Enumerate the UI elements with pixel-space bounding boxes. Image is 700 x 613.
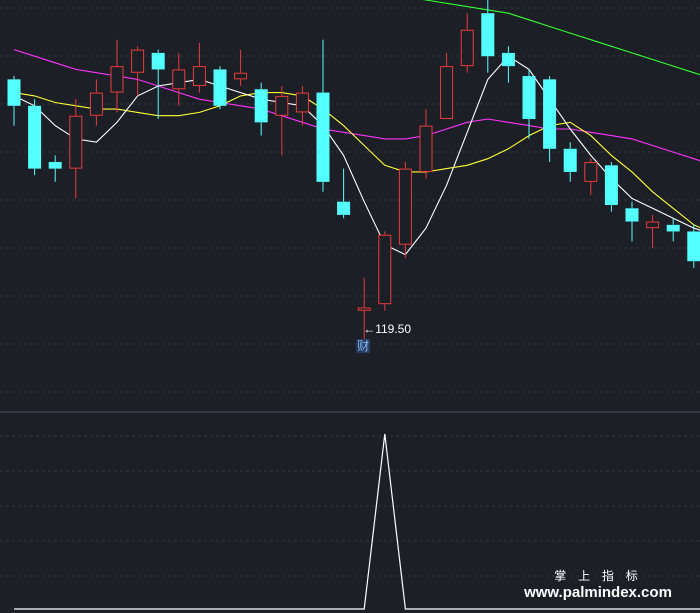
candle-body bbox=[378, 234, 392, 305]
candle-body bbox=[89, 92, 103, 116]
candle bbox=[584, 158, 598, 196]
candle bbox=[398, 162, 412, 258]
candle bbox=[440, 52, 454, 120]
candle bbox=[522, 69, 536, 139]
event-marker-label: 财 bbox=[357, 339, 369, 353]
candle-body bbox=[604, 165, 618, 205]
candle-body bbox=[460, 29, 474, 67]
indicator-line bbox=[14, 433, 700, 610]
candle-body bbox=[254, 89, 268, 123]
sub-panel-grid bbox=[0, 435, 700, 577]
candle-body bbox=[110, 66, 124, 93]
candle bbox=[275, 85, 289, 156]
candle bbox=[295, 85, 309, 126]
candle-body bbox=[192, 66, 206, 86]
candle bbox=[316, 39, 330, 192]
candle bbox=[378, 231, 392, 311]
candle bbox=[28, 99, 42, 176]
candle-body bbox=[522, 76, 536, 120]
annotations-layer: ←119.50 财 bbox=[356, 322, 411, 354]
candle bbox=[234, 49, 248, 86]
ma20-layer bbox=[13, 49, 700, 162]
candle bbox=[131, 46, 145, 96]
candle-body bbox=[543, 79, 557, 149]
watermark-brand: 掌 上 指 标 bbox=[554, 568, 641, 583]
candle bbox=[543, 76, 557, 163]
candle bbox=[48, 155, 62, 182]
candle bbox=[501, 46, 515, 83]
candle bbox=[337, 168, 351, 219]
candle-body bbox=[172, 69, 186, 90]
candle bbox=[481, 0, 495, 73]
candle-body bbox=[234, 72, 248, 80]
candle-body bbox=[481, 13, 495, 57]
candles-layer bbox=[7, 0, 700, 348]
candle-body bbox=[7, 79, 21, 106]
candle-body bbox=[151, 52, 165, 70]
candle bbox=[687, 224, 700, 268]
low-price-label: ←119.50 bbox=[363, 322, 411, 336]
candle-body bbox=[625, 208, 639, 222]
candle-body bbox=[646, 221, 660, 229]
ma60-layer bbox=[422, 0, 700, 76]
candle bbox=[460, 13, 474, 73]
candle bbox=[646, 214, 660, 248]
candle bbox=[666, 218, 680, 242]
candle-body bbox=[687, 231, 700, 262]
candle-body bbox=[563, 148, 577, 172]
candle-body bbox=[28, 105, 42, 169]
candle-body bbox=[440, 66, 454, 120]
ma10-layer bbox=[13, 92, 700, 229]
watermark: 掌 上 指 标 www.palmindex.com bbox=[523, 568, 672, 601]
watermark-url: www.palmindex.com bbox=[523, 584, 672, 601]
event-marker-bg bbox=[356, 339, 371, 354]
ma20-line bbox=[13, 49, 700, 162]
candle-body bbox=[213, 69, 227, 106]
candle bbox=[89, 79, 103, 126]
candle-body bbox=[666, 224, 680, 232]
candle-body bbox=[398, 168, 412, 245]
candle bbox=[172, 52, 186, 106]
candle-body bbox=[501, 52, 515, 67]
candle-body bbox=[295, 92, 309, 113]
candle-body bbox=[316, 92, 330, 182]
ma60-line bbox=[422, 0, 700, 76]
candle bbox=[604, 162, 618, 212]
candle-body bbox=[69, 115, 83, 169]
indicator-layer bbox=[14, 433, 700, 610]
candle bbox=[254, 82, 268, 136]
candle-body bbox=[48, 162, 62, 169]
candle bbox=[69, 99, 83, 199]
candle bbox=[419, 109, 433, 179]
candle-body bbox=[275, 95, 289, 116]
candle bbox=[151, 49, 165, 120]
candle bbox=[213, 66, 227, 110]
candle bbox=[110, 39, 124, 113]
candle-body bbox=[584, 162, 598, 182]
candle bbox=[192, 42, 206, 93]
candle-body bbox=[357, 307, 371, 311]
candle bbox=[563, 142, 577, 182]
ma10-line bbox=[13, 92, 700, 229]
candle bbox=[625, 201, 639, 242]
candle-body bbox=[131, 49, 145, 73]
candle bbox=[7, 76, 21, 126]
candle-body bbox=[419, 125, 433, 172]
candle-body bbox=[337, 201, 351, 215]
